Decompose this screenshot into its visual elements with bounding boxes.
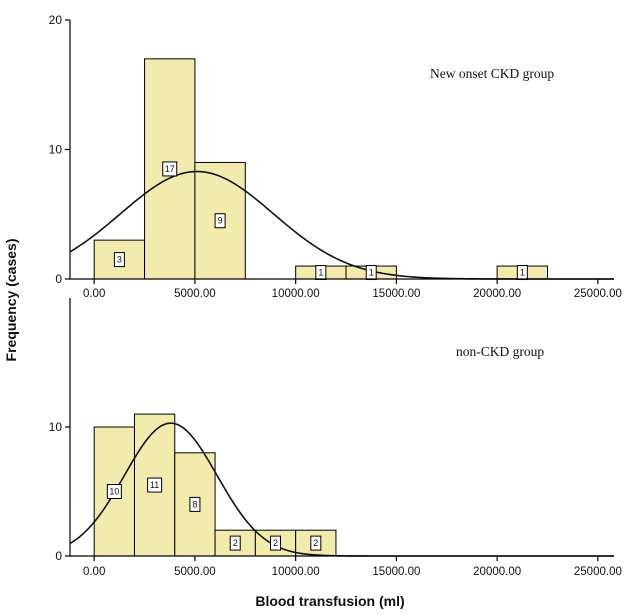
bar-label-group: 10 11 8 2 2 2 [106, 477, 322, 551]
y-axis-title: Frequency (cases) [3, 239, 19, 362]
bar-label-box [270, 535, 282, 551]
x-tick-label: 5000.00 [174, 566, 216, 578]
bar-label: 1 [520, 268, 525, 278]
bar-label-box [189, 496, 201, 512]
bar-label-box [229, 535, 241, 551]
y-tick-label: 20 [49, 13, 63, 27]
x-axis-title: Blood transfusion (ml) [255, 593, 404, 609]
bar-label: 1 [369, 268, 374, 278]
bar-label-box [147, 477, 163, 493]
bar-label-box [310, 535, 322, 551]
bar-label-group: 3 17 9 1 1 1 [113, 161, 528, 281]
bar-label-box [106, 484, 122, 499]
bar-label: 10 [109, 487, 119, 497]
x-tick-label: 5000.00 [174, 288, 216, 300]
x-tick-label: 0.00 [83, 566, 105, 578]
bar-label: 2 [273, 538, 278, 548]
x-tick-label: 15000.00 [372, 288, 420, 300]
x-tick-label: 15000.00 [372, 566, 420, 578]
x-tick-label: 20000.00 [473, 566, 521, 578]
bar-label-box [214, 213, 226, 229]
bar-group [93, 58, 549, 280]
x-tick-label: 10000.00 [272, 566, 320, 578]
y-tick-label: 10 [49, 420, 63, 434]
bar-label: 11 [150, 480, 159, 490]
panel-title-new-onset-ckd: New onset CKD group [430, 66, 554, 81]
bar-label: 8 [192, 499, 197, 509]
y-tick-label: 0 [55, 272, 62, 286]
panel-non-ckd: non-CKD group 10 11 8 2 2 2 0 10 0.00 5000.00 1000… [49, 298, 622, 578]
bar-group [93, 413, 337, 557]
bar-label: 17 [165, 164, 175, 174]
panel-title-non-ckd: non-CKD group [456, 344, 544, 359]
x-tick-label: 20000.00 [473, 288, 521, 300]
y-tick-label: 10 [49, 143, 63, 157]
bar-label: 2 [313, 538, 318, 548]
bar-label: 1 [318, 268, 323, 278]
histogram-bar [93, 426, 135, 557]
bar-label-box [113, 252, 125, 268]
x-tick-label: 0.00 [83, 288, 105, 300]
bar-label: 2 [233, 538, 238, 548]
bar-label-box [162, 161, 178, 177]
bar-label: 3 [117, 255, 122, 265]
bar-label: 9 [218, 216, 223, 226]
x-tick-label: 10000.00 [272, 288, 320, 300]
y-tick-label: 0 [55, 549, 62, 563]
x-tick-label: 25000.00 [574, 566, 622, 578]
x-tick-label: 25000.00 [574, 288, 622, 300]
histogram-bar [295, 529, 337, 557]
